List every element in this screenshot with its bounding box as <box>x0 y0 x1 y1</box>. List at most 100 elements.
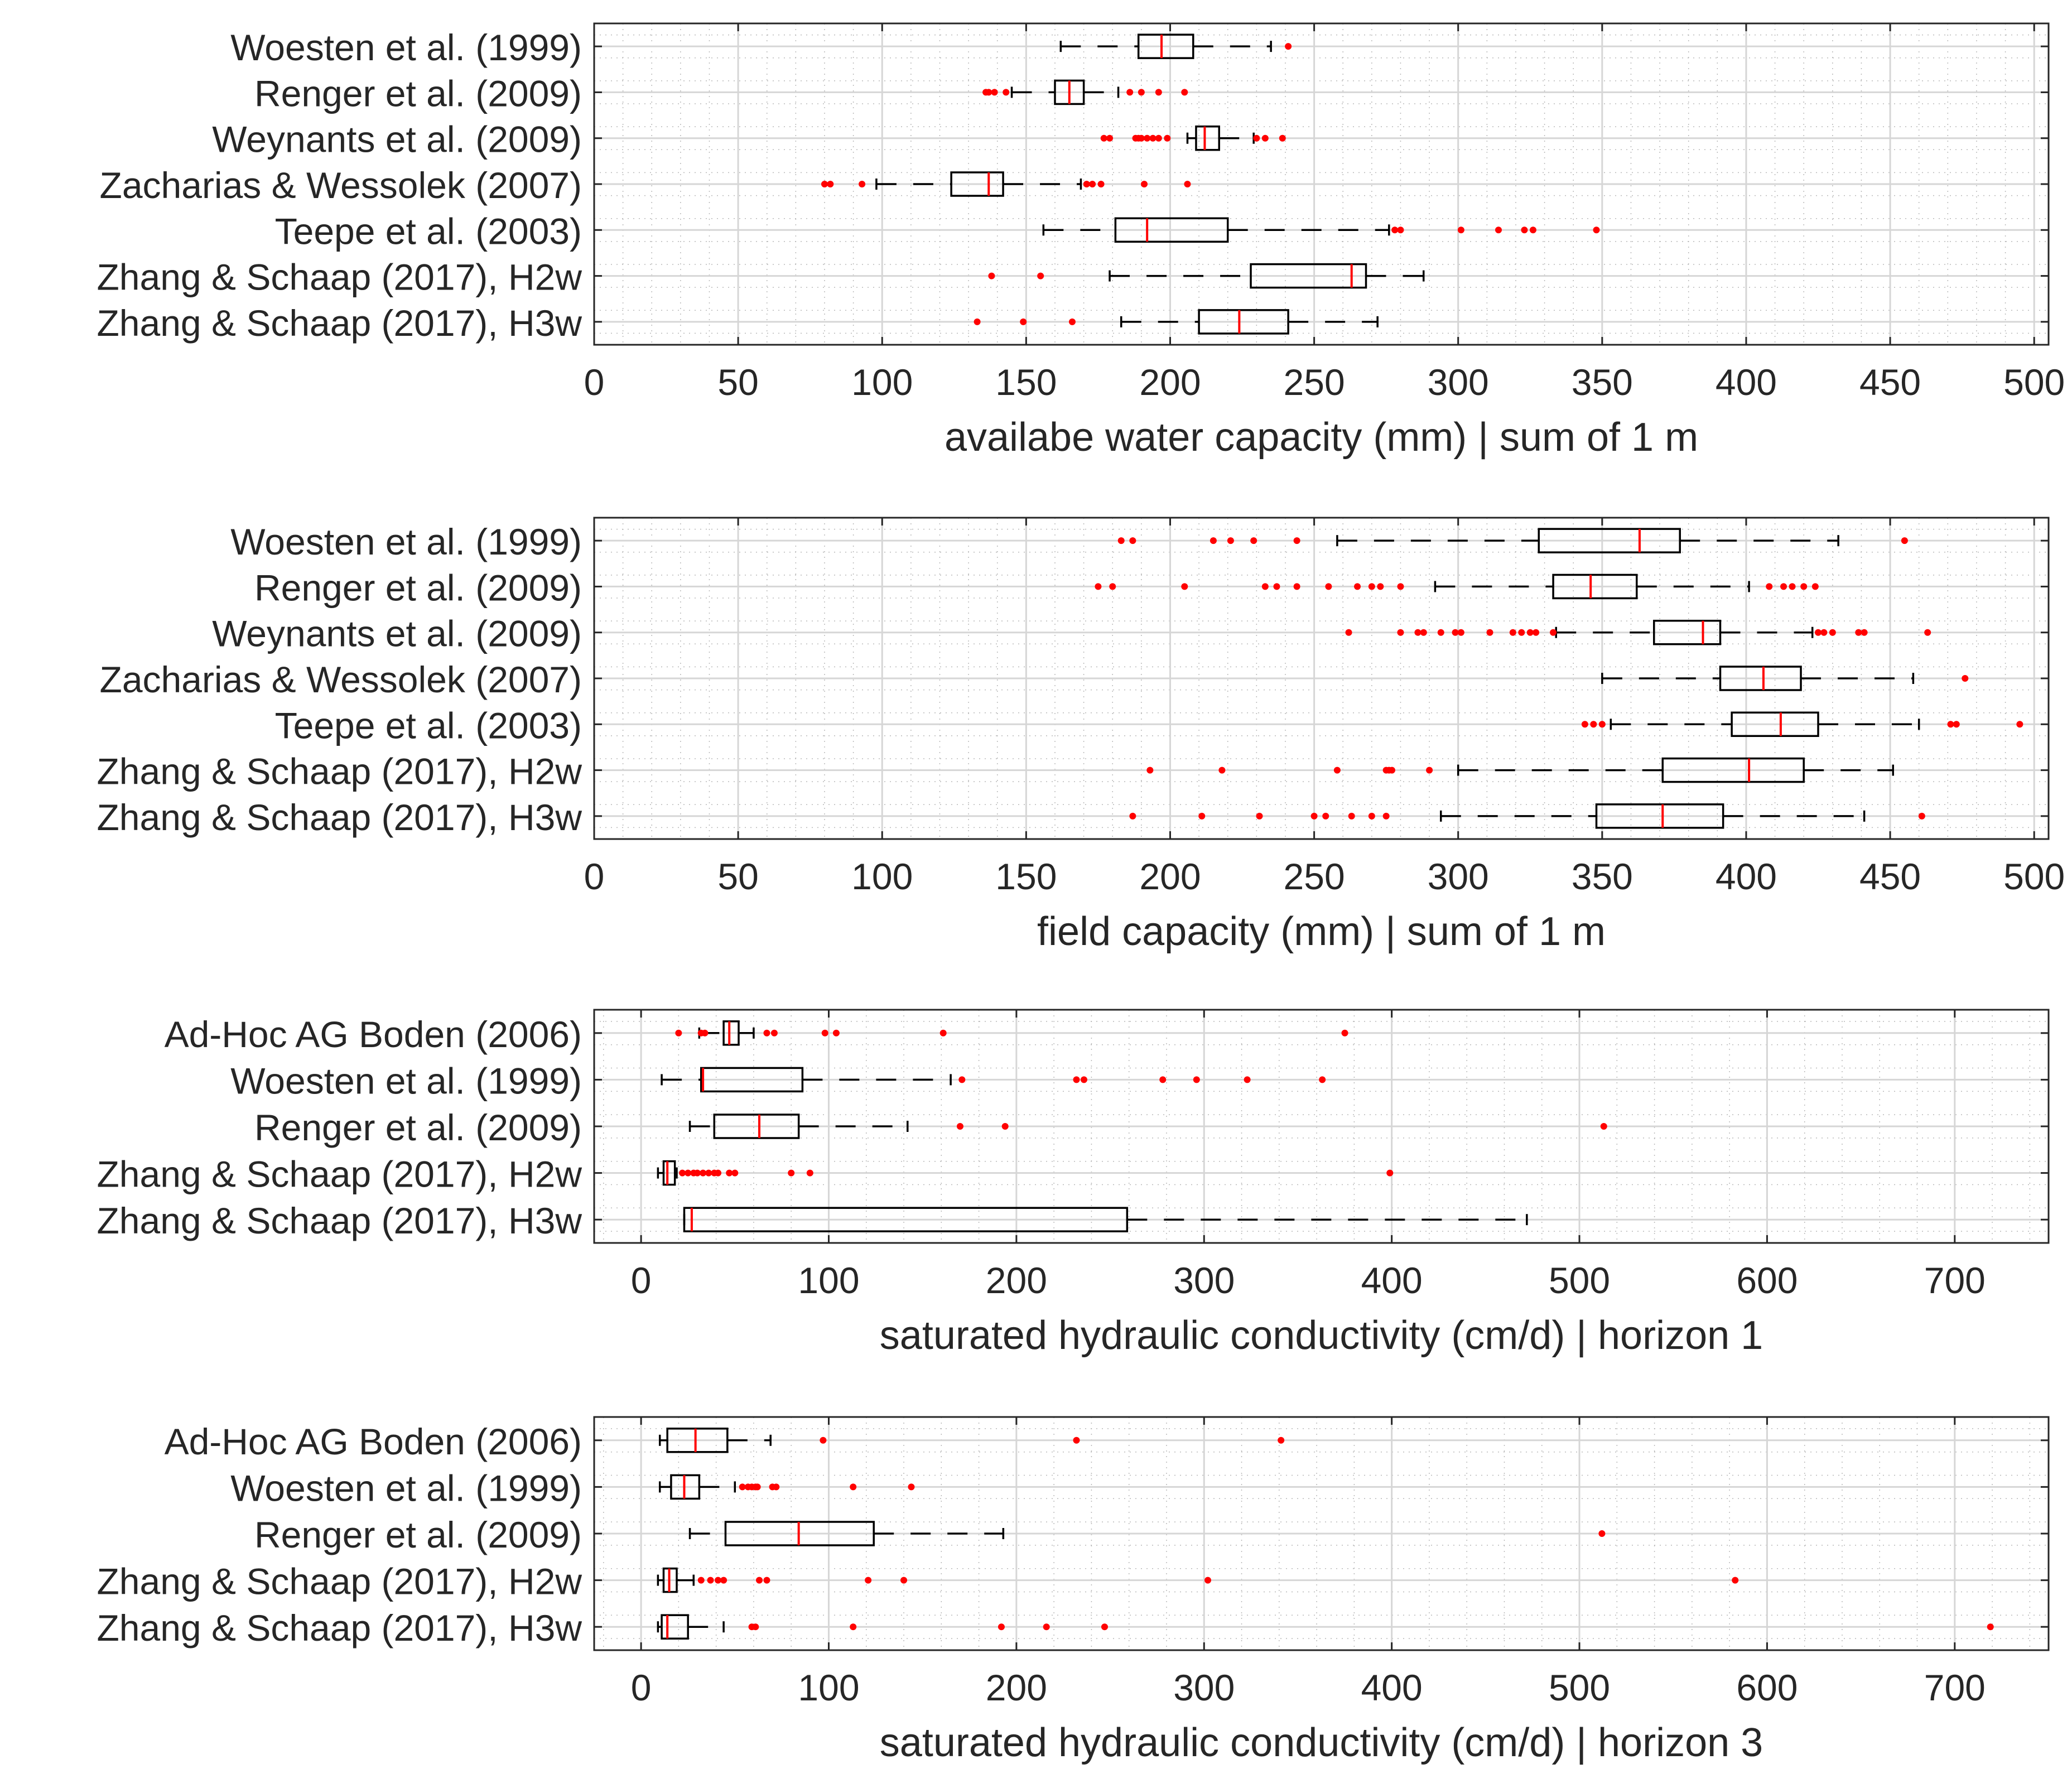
outlier-point <box>726 1169 733 1177</box>
outlier-point <box>1368 812 1375 820</box>
outlier-point <box>1598 721 1606 728</box>
outlier-point <box>1204 1577 1211 1584</box>
category-label: Woesten et al. (1999) <box>230 1467 582 1508</box>
x-tick-label: 100 <box>851 856 913 897</box>
category-label: Zhang & Schaap (2017), H3w <box>97 1200 582 1241</box>
category-label: Renger et al. (2009) <box>254 1514 582 1555</box>
outlier-point <box>958 1076 966 1083</box>
outlier-point <box>675 1029 682 1037</box>
box-fc-4 <box>1581 711 2023 738</box>
outlier-point <box>1218 767 1226 774</box>
outlier-point <box>1073 1076 1080 1083</box>
outlier-point <box>1590 721 1597 728</box>
outlier-point <box>1962 675 1969 682</box>
box-ksat_h3-1 <box>658 1474 915 1500</box>
outlier-point <box>715 1169 722 1177</box>
outlier-point <box>1486 629 1493 636</box>
iqr-box <box>713 1114 800 1139</box>
x-tick-label: 150 <box>995 361 1057 403</box>
x-tick-label: 0 <box>631 1667 652 1708</box>
outlier-point <box>1457 226 1464 234</box>
outlier-point <box>1198 812 1206 820</box>
box-ksat_h1-1 <box>661 1067 1326 1093</box>
outlier-point <box>1397 226 1404 234</box>
box-awc-2 <box>1100 125 1286 151</box>
outlier-point <box>1146 767 1154 774</box>
outlier-point <box>763 1577 770 1584</box>
category-label: Ad-Hoc AG Boden (2006) <box>165 1014 582 1055</box>
outlier-point <box>739 1483 746 1491</box>
outlier-point <box>1437 629 1444 636</box>
outlier-point <box>1901 537 1908 544</box>
outlier-point <box>756 1577 763 1584</box>
x-tick-label: 500 <box>1549 1667 1610 1708</box>
box-awc-5 <box>988 263 1425 289</box>
x-tick-label: 50 <box>717 856 758 897</box>
outlier-point <box>763 1029 770 1037</box>
iqr-box <box>1661 757 1805 783</box>
outlier-point <box>1368 583 1375 590</box>
outlier-point <box>1095 583 1102 590</box>
outlier-point <box>1533 629 1540 636</box>
x-tick-label: 600 <box>1736 1667 1798 1708</box>
outlier-point <box>1820 629 1828 636</box>
box-fc-5 <box>1146 757 1894 783</box>
outlier-point <box>2016 721 2023 728</box>
chart-panel-awc: Woesten et al. (1999) Renger et al. (2009… <box>97 22 2065 460</box>
x-tick-label: 0 <box>584 856 605 897</box>
box-fc-2 <box>1345 619 1931 645</box>
outlier-point <box>1397 583 1404 590</box>
outlier-point <box>770 1029 778 1037</box>
outlier-point <box>1382 812 1390 820</box>
category-label: Renger et al. (2009) <box>254 1107 582 1148</box>
category-label: Zhang & Schaap (2017), H2w <box>97 1561 582 1602</box>
outlier-point <box>1001 1123 1009 1130</box>
outlier-point <box>1815 629 1822 636</box>
outlier-point <box>701 1029 709 1037</box>
x-tick-label: 400 <box>1716 856 1777 897</box>
outlier-point <box>1003 89 1010 96</box>
outlier-point <box>1550 629 1557 636</box>
outlier-point <box>1101 1623 1108 1631</box>
category-label: Renger et al. (2009) <box>254 567 582 608</box>
outlier-point <box>1129 537 1136 544</box>
outlier-point <box>1155 134 1162 142</box>
outlier-point <box>832 1029 840 1037</box>
x-axis-title: availabe water capacity (mm) | sum of 1 … <box>945 415 1698 460</box>
outlier-point <box>1377 583 1384 590</box>
outlier-point <box>720 1577 727 1584</box>
outlier-point <box>773 1483 780 1491</box>
iqr-box <box>683 1207 1129 1232</box>
outlier-point <box>974 318 981 325</box>
outlier-point <box>1261 134 1269 142</box>
outlier-point <box>1386 1169 1394 1177</box>
category-label: Zacharias & Wessolek (2007) <box>100 165 582 206</box>
outlier-point <box>1861 629 1868 636</box>
outlier-point <box>1043 1623 1050 1631</box>
x-tick-label: 400 <box>1361 1667 1423 1708</box>
x-tick-label: 100 <box>851 361 913 403</box>
box-ksat_h3-3 <box>657 1567 1739 1593</box>
outlier-point <box>900 1577 908 1584</box>
outlier-point <box>1138 89 1145 96</box>
box-fc-1 <box>1095 573 1819 600</box>
outlier-point <box>806 1169 813 1177</box>
iqr-box <box>666 1428 729 1453</box>
outlier-point <box>1164 134 1171 142</box>
outlier-point <box>1285 43 1292 50</box>
outlier-point <box>1117 537 1125 544</box>
box-awc-4 <box>1042 217 1600 243</box>
outlier-point <box>1227 537 1234 544</box>
outlier-point <box>988 272 995 279</box>
iqr-box <box>1653 619 1722 645</box>
outlier-point <box>1495 226 1502 234</box>
x-tick-label: 0 <box>631 1260 652 1301</box>
outlier-point <box>1509 629 1516 636</box>
iqr-box <box>950 171 1004 197</box>
outlier-point <box>1341 1029 1348 1037</box>
iqr-box <box>1250 263 1367 289</box>
chart-panel-ksat_h1: Ad-Hoc AG Boden (2006) Woesten et al. (19… <box>97 1009 2050 1358</box>
box-ksat_h1-3 <box>657 1160 1394 1186</box>
outlier-point <box>956 1123 963 1130</box>
